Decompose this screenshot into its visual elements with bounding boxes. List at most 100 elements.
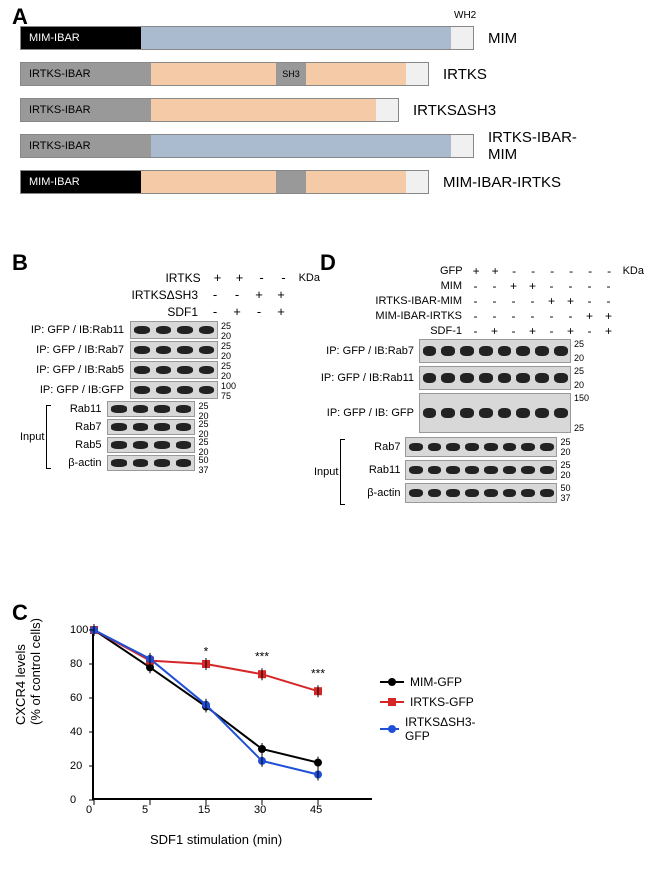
construct-label: MIM [488, 30, 517, 47]
pm-cell: - [504, 294, 523, 308]
y-tick: 60 [70, 692, 82, 704]
mw-labels: 2520 [574, 339, 584, 363]
pm-cell: + [467, 264, 486, 278]
kda: KDa [623, 265, 644, 277]
input-label: Input [20, 431, 44, 443]
blot-label: IP: GFP / IB:GFP [20, 384, 130, 396]
header-label: IRTKS-IBAR-MIM [375, 295, 462, 307]
construct-label: MIM-IBAR-IRTKS [443, 174, 561, 191]
pm-cell: + [542, 294, 561, 308]
legend-item: IRTKS-GFP [380, 695, 480, 709]
pm-cell: - [580, 294, 599, 308]
header-label: MIM-IBAR-IRTKS [375, 310, 462, 322]
mw-labels: 2520 [560, 460, 570, 480]
pm-cell: - [543, 264, 562, 278]
pm-cell: + [270, 304, 292, 319]
mw-labels: 2520 [560, 437, 570, 457]
pm-cell: + [248, 287, 270, 302]
pm-cell: - [504, 309, 523, 323]
pm-cell: + [226, 304, 248, 319]
pm-cell: + [207, 270, 229, 285]
blot-image [107, 455, 195, 471]
pm-cell: - [580, 279, 599, 293]
blot-label: β-actin [345, 487, 405, 499]
pm-cell: - [251, 270, 273, 285]
x-axis-label: SDF1 stimulation (min) [150, 832, 282, 847]
y-tick: 0 [70, 794, 76, 806]
pm-cell: - [226, 287, 248, 302]
header-label: SDF1 [167, 305, 198, 319]
chart-area: ******* [92, 630, 372, 800]
blot-label: IP: GFP / IB:Rab7 [20, 344, 130, 356]
chart-legend: MIM-GFP IRTKS-GFP IRTKSΔSH3-GFP [380, 675, 480, 749]
legend-text: IRTKS-GFP [410, 695, 474, 709]
pm-cell: - [466, 279, 485, 293]
blot-image [419, 393, 571, 433]
blot-label: Rab7 [51, 421, 107, 433]
pm-cell: - [204, 287, 226, 302]
blot-image [107, 401, 195, 417]
construct-row: MIM-IBARMIM-IBAR-IRTKS [20, 168, 600, 196]
pm-cell: + [561, 324, 580, 338]
pm-cell: + [523, 324, 542, 338]
x-tick: 15 [198, 804, 210, 816]
legend-item: MIM-GFP [380, 675, 480, 689]
blot-label: IP: GFP / IB:Rab11 [20, 324, 130, 336]
pm-cell: - [504, 324, 523, 338]
construct-label: IRTKS-IBAR-MIM [488, 129, 600, 163]
pm-cell: + [486, 264, 505, 278]
pm-cell: + [580, 309, 599, 323]
header-label: GFP [440, 265, 463, 277]
pm-cell: - [523, 294, 542, 308]
pm-cell: - [466, 294, 485, 308]
mw-labels: 15025 [574, 393, 589, 433]
pm-cell: - [562, 264, 581, 278]
x-tick: 30 [254, 804, 266, 816]
blot-label: β-actin [51, 457, 107, 469]
pm-cell: - [523, 309, 542, 323]
legend-text: IRTKSΔSH3-GFP [405, 715, 480, 743]
x-tick: 45 [310, 804, 322, 816]
svg-text:*: * [204, 645, 209, 659]
svg-text:***: *** [255, 650, 269, 664]
blot-label: Rab11 [51, 403, 107, 415]
pm-cell: - [581, 264, 600, 278]
pm-cell: - [466, 324, 485, 338]
pm-cell: - [524, 264, 543, 278]
blot-image [130, 341, 218, 359]
blot-image [419, 339, 571, 363]
pm-cell: + [599, 324, 618, 338]
pm-cell: - [580, 324, 599, 338]
legend-text: MIM-GFP [410, 675, 462, 689]
blot-label: Rab7 [345, 441, 405, 453]
pm-cell: - [273, 270, 295, 285]
pm-cell: + [504, 279, 523, 293]
blot-label: IP: GFP / IB:Rab11 [314, 372, 419, 384]
blot-image [405, 483, 557, 503]
construct-row: IRTKS-IBARIRTKSΔSH3 [20, 96, 600, 124]
pm-cell: - [485, 309, 504, 323]
mw-labels: 2520 [221, 361, 231, 379]
pm-cell: - [466, 309, 485, 323]
blot-image [130, 361, 218, 379]
construct-row: IRTKS-IBARSH3IRTKS [20, 60, 600, 88]
pm-cell: + [485, 324, 504, 338]
blot-image [107, 419, 195, 435]
pm-cell: - [505, 264, 524, 278]
pm-cell: - [542, 279, 561, 293]
x-tick: 0 [86, 804, 92, 816]
pm-cell: - [599, 279, 618, 293]
mw-labels: 2520 [221, 341, 231, 359]
pm-cell: - [485, 279, 504, 293]
construct-label: IRTKS [443, 66, 487, 83]
mw-labels: 10075 [221, 381, 236, 399]
mw-labels: 2520 [198, 401, 208, 417]
y-tick: 80 [70, 658, 82, 670]
blot-image [130, 321, 218, 339]
mw-labels: 2520 [574, 366, 584, 390]
blot-image [405, 460, 557, 480]
pm-cell: - [561, 279, 580, 293]
pm-cell: - [485, 294, 504, 308]
mw-labels: 5037 [560, 483, 570, 503]
y-tick: 100 [70, 624, 88, 636]
